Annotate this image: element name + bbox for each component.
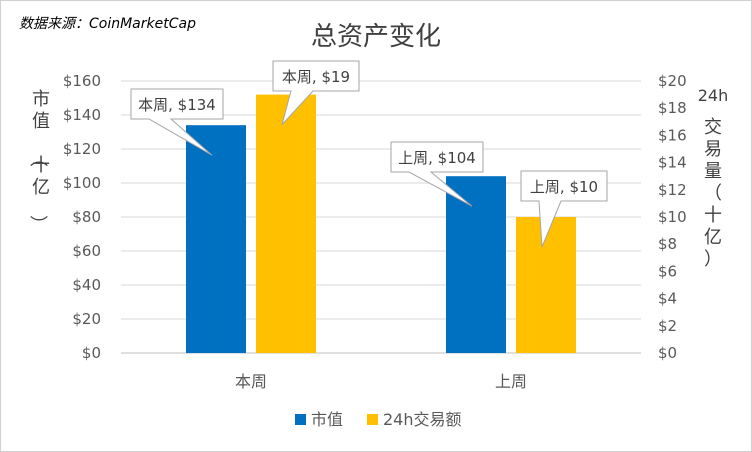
right-tick-label: $10 [658,208,687,226]
legend-swatch [367,414,378,425]
data-callouts: 本周, $134 本周, $19 上周, $104 上周, $10 [130,60,608,248]
data-callout-box [520,170,608,248]
right-tick-label: $18 [658,99,687,117]
data-callout-box [130,88,224,156]
legend-swatch [295,414,306,425]
legend: 市值 24h交易额 [295,410,462,429]
left-tick-label: $80 [72,208,101,226]
right-tick-label: $2 [658,317,677,335]
right-axis-title: 24h 交易量（十亿） [698,86,729,270]
bars [186,94,576,353]
chart-title: 总资产变化 [311,22,441,52]
bar [446,176,506,353]
right-tick-label: $0 [658,344,677,362]
bar [516,217,576,353]
left-tick-label: $140 [63,106,101,124]
data-callout-box [390,141,484,207]
left-tick-label: $20 [72,310,101,328]
left-tick-label: $120 [63,140,101,158]
category-label: 上周 [495,372,527,391]
right-axis-ticks: $0 $2 $4 $6 $8 $10 $12 $14 $16 $18 $20 [658,72,687,362]
bar [186,125,246,353]
left-axis-title: 市值（十亿） [27,89,50,233]
data-label: 本周, $134 [138,96,216,114]
category-label: 本周 [235,372,267,391]
right-tick-label: $4 [658,290,677,308]
legend-label: 市值 [311,410,343,429]
left-tick-label: $60 [72,242,101,260]
data-label: 本周, $19 [282,68,350,86]
left-axis-ticks: $0 $20 $40 $60 $80 $100 $120 $140 $160 [63,72,101,362]
right-tick-label: $20 [658,72,687,90]
right-tick-label: $8 [658,235,677,253]
right-tick-label: $14 [658,154,687,172]
left-tick-label: $40 [72,276,101,294]
data-label: 上周, $104 [398,149,476,167]
data-source-note: 数据来源：CoinMarketCap [19,16,196,32]
category-labels: 本周 上周 [235,372,527,391]
right-tick-label: $16 [658,126,687,144]
left-tick-label: $0 [82,344,101,362]
axis-titles: 市值（十亿） 24h 交易量（十亿） [27,86,728,270]
legend-label: 24h交易额 [383,410,462,429]
right-tick-label: $6 [658,262,677,280]
bar [256,94,316,353]
left-tick-label: $100 [63,174,101,192]
right-tick-label: $12 [658,181,687,199]
data-callout-box [272,60,360,125]
data-label: 上周, $10 [530,178,598,196]
left-tick-label: $160 [63,72,101,90]
